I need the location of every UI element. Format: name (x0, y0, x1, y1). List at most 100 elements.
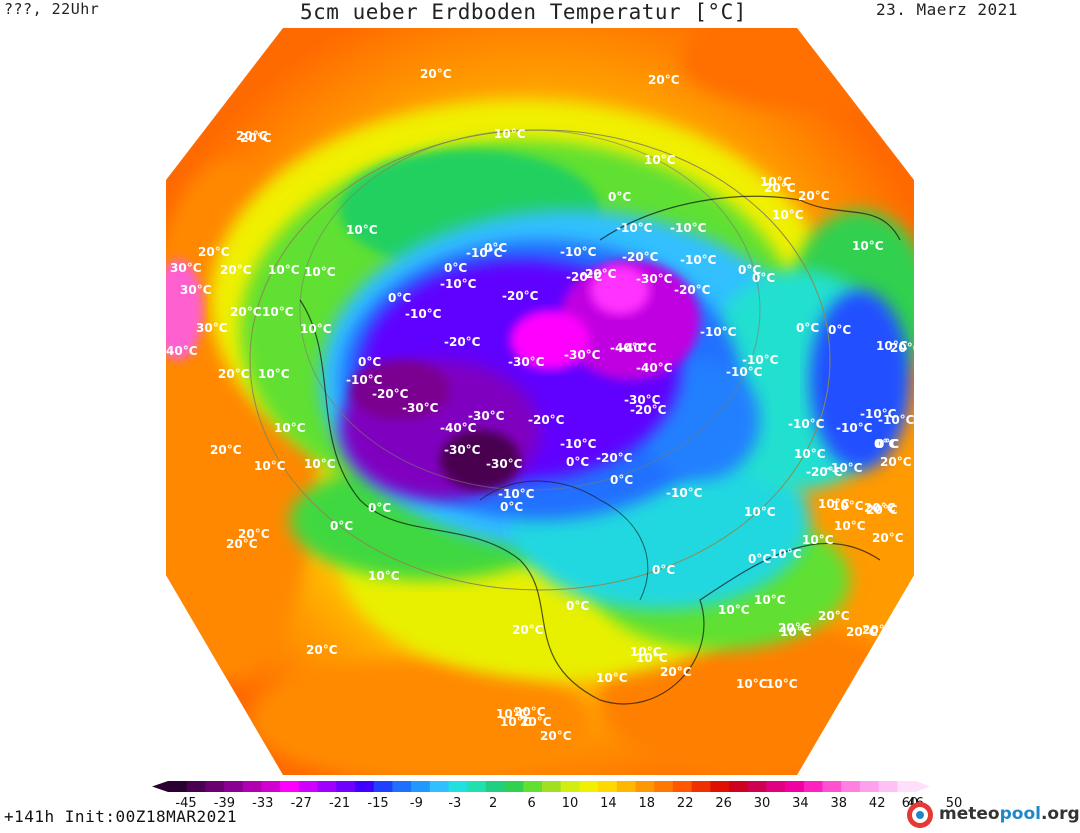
isotherm-label: 10°C (500, 715, 532, 729)
colorbar-tick-label: 42 (869, 796, 886, 811)
isotherm-label: -10°C (466, 246, 503, 260)
colorbar-cell (429, 781, 450, 792)
colorbar-min-arrow (152, 781, 168, 792)
isotherm-label: 0°C (484, 241, 507, 255)
isotherm-label: 10°C (636, 651, 668, 665)
isotherm-label: 10°C (832, 499, 864, 513)
isotherm-label: 30°C (170, 261, 202, 275)
isotherm-label: 10°C (300, 322, 332, 336)
colorbar-cell (280, 781, 300, 792)
colorbar-cell (467, 781, 487, 792)
isotherm-label: 10°C (496, 707, 528, 721)
isotherm-label: 0°C (652, 563, 675, 577)
colorbar-cell (672, 781, 693, 792)
isotherm-label: 0°C (610, 473, 633, 487)
isotherm-label: 10°C (780, 625, 812, 639)
colorbar-cell (298, 781, 319, 792)
isotherm-label: 10°C (876, 339, 908, 353)
isotherm-label: 10°C (852, 239, 884, 253)
map-title: 5cm ueber Erdboden Temperatur [°C] (300, 0, 747, 24)
colorbar-cell (897, 781, 917, 792)
isotherm-label: -40°C (636, 361, 673, 375)
colorbar-cell (485, 781, 506, 792)
isotherm-label: 10°C (346, 223, 378, 237)
isotherm-label: 10°C (254, 459, 286, 473)
isotherm-label: 20°C (230, 305, 262, 319)
isotherm-label: 0°C (368, 501, 391, 515)
isotherm-label: -10°C (560, 245, 597, 259)
valid-date: 23. Maerz 2021 (876, 0, 1018, 19)
brand-name: meteopool.org (939, 804, 1080, 824)
isotherm-label: 20°C (890, 341, 922, 355)
isotherm-label: 0°C (876, 437, 899, 451)
isotherm-label: 0°C (608, 190, 631, 204)
isotherm-label: 0°C (566, 599, 589, 613)
isotherm-label: 20°C (648, 73, 680, 87)
colorbar-cell (654, 781, 674, 792)
isotherm-label: 0°C (796, 321, 819, 335)
colorbar-cell (878, 781, 898, 792)
isotherm-label: -20°C (528, 413, 565, 427)
colorbar-cells (152, 781, 930, 792)
colorbar-cell (598, 781, 618, 792)
isotherm-label: -10°C (616, 221, 653, 235)
colorbar-cell (355, 781, 375, 792)
colorbar-tick-label: 6 (527, 796, 535, 811)
isotherm-label: 0°C (748, 552, 771, 566)
isotherm-label: -40°C (610, 341, 647, 355)
colorbar-cell (336, 781, 356, 792)
isotherm-label: 20°C (660, 665, 692, 679)
colorbar-cell (560, 781, 580, 792)
colorbar-cell (616, 781, 637, 792)
colorbar-tick-label: 30 (754, 796, 771, 811)
colorbar-cell (392, 781, 412, 792)
isotherm-label: 10°C (744, 505, 776, 519)
colorbar-cell (411, 781, 431, 792)
init-time-label: +141h Init:00Z18MAR2021 (4, 807, 238, 826)
isotherm-label: -30°C (508, 355, 545, 369)
isotherm-label: 0°C (330, 519, 353, 533)
isotherm-label: -10°C (788, 417, 825, 431)
isotherm-label: -10°C (560, 437, 597, 451)
colorbar-cell (168, 781, 188, 792)
colorbar-tick-label: 2 (489, 796, 497, 811)
isotherm-label: 0°C (388, 291, 411, 305)
isotherm-label: -10°C (346, 373, 383, 387)
isotherm-label: 20°C (198, 245, 230, 259)
colorbar-cell (579, 781, 599, 792)
brand-logo[interactable]: meteopool.org (905, 799, 1080, 831)
isotherm-label: -20°C (630, 403, 667, 417)
isotherm-label: 20°C (866, 503, 898, 517)
isotherm-label: -20°C (372, 387, 409, 401)
isotherm-label: 10°C (268, 263, 300, 277)
isotherm-label: 20°C (862, 623, 894, 637)
isotherm-label: 0°C (738, 263, 761, 277)
isotherm-label: 10°C (760, 175, 792, 189)
colorbar-cell (186, 781, 206, 792)
isotherm-label: 20°C (872, 531, 904, 545)
isotherm-label: -10°C (860, 407, 897, 421)
colorbar-tick-label: 34 (792, 796, 809, 811)
colorbar-cell (841, 781, 861, 792)
isotherm-label: 10°C (596, 671, 628, 685)
isotherm-labels: 20°C 20°C20°C 10°C10°C10°C20°C10°C10°C20°C… (166, 67, 922, 743)
isotherm-label: -20°C (580, 267, 617, 281)
colorbar-tick-label: -33 (252, 796, 273, 811)
isotherm-label: 10°C (644, 153, 676, 167)
isotherm-label: 10°C (766, 677, 798, 691)
colorbar-tick-label: -21 (329, 796, 350, 811)
colorbar-ticks: -45 -39 -33 -27 -21 -15 -9 -3 2 6 10 14 18 22 26 30 34 38… (175, 796, 962, 811)
colorbar-cell (710, 781, 730, 792)
colorbar-tick-label: 50 (946, 796, 963, 811)
colorbar-cell (242, 781, 263, 792)
isotherm-label: -30°C (402, 401, 439, 415)
colorbar-tick-label: -39 (214, 796, 235, 811)
isotherm-label: -20°C (444, 335, 481, 349)
isotherm-label: 20°C (236, 129, 268, 143)
isotherm-label: 10°C (802, 533, 834, 547)
colorbar-tick-label: 10 (562, 796, 579, 811)
colorbar-cell (523, 781, 543, 792)
isotherm-label: 10°C (630, 645, 662, 659)
isotherm-label: 20°C (226, 537, 258, 551)
isotherm-label: 0°C (444, 261, 467, 275)
